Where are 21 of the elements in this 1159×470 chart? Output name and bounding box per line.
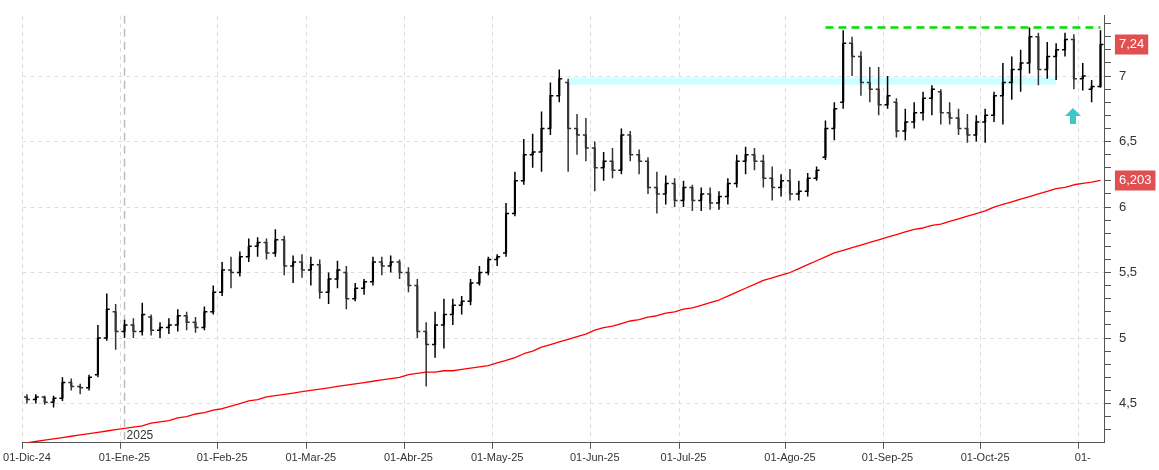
x-tick-label: 01-May-25 (470, 451, 524, 464)
x-tick-label: 01-Dic-24 (3, 451, 51, 464)
x-tick-label: 01-Mar-25 (285, 451, 337, 464)
y-tick-label: 6,5 (1118, 133, 1138, 149)
y-tick-label: 7 (1118, 67, 1127, 83)
y-tick-label: 5 (1118, 329, 1127, 345)
x-tick-label: 01-Sep-25 (861, 451, 914, 464)
x-tick-label: 01-Jun-25 (569, 451, 620, 464)
x-tick-label: 01-Ago-25 (764, 451, 816, 464)
y-tick-label: 4,5 (1118, 395, 1138, 411)
text: 7,24 (1118, 36, 1145, 52)
x-tick-label: 01-Jul-25 (660, 451, 707, 464)
x-tick-label: 01- (1074, 451, 1092, 464)
y-tick-label: 5,5 (1118, 264, 1138, 280)
x-tick-label: 01-Ene-25 (98, 451, 151, 464)
x-tick-label: 01-Oct-25 (960, 451, 1010, 464)
x-tick-label: 01-Abr-25 (383, 451, 433, 464)
y-tick-label: 6 (1118, 198, 1127, 214)
ref-line-label: 2025 (126, 428, 154, 443)
x-tick-label: 01-Feb-25 (196, 451, 248, 464)
text: 6,203 (1118, 172, 1152, 188)
